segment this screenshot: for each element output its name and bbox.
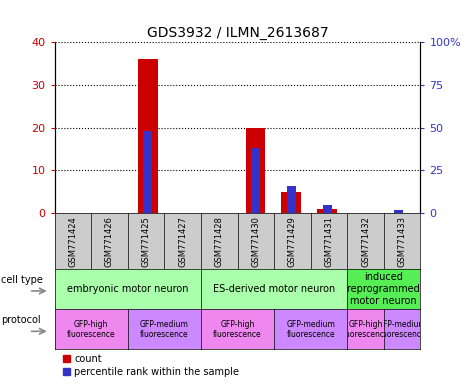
Text: GFP-high
fluorescence: GFP-high fluorescence — [213, 319, 262, 339]
Text: GSM771431: GSM771431 — [324, 216, 333, 267]
Text: GSM771427: GSM771427 — [178, 216, 187, 267]
Text: GSM771426: GSM771426 — [105, 216, 114, 267]
Text: GSM771425: GSM771425 — [142, 216, 151, 266]
Text: GSM771433: GSM771433 — [398, 216, 407, 267]
Text: embryonic motor neuron: embryonic motor neuron — [67, 284, 189, 294]
Bar — [138, 59, 158, 213]
Text: GSM771430: GSM771430 — [251, 216, 260, 267]
Bar — [394, 210, 403, 213]
Bar — [143, 131, 152, 213]
Title: GDS3932 / ILMN_2613687: GDS3932 / ILMN_2613687 — [147, 26, 328, 40]
Text: GFP-high
fluorescence: GFP-high fluorescence — [341, 319, 390, 339]
Bar — [246, 127, 266, 213]
Text: protocol: protocol — [1, 315, 41, 325]
Text: GSM771428: GSM771428 — [215, 216, 224, 267]
Text: induced
(reprogrammed)
motor neuron: induced (reprogrammed) motor neuron — [343, 272, 424, 306]
Text: GSM771424: GSM771424 — [68, 216, 77, 266]
Text: GFP-medium
fluorescence: GFP-medium fluorescence — [140, 319, 189, 339]
Text: GFP-medium
fluorescence: GFP-medium fluorescence — [286, 319, 335, 339]
Bar — [323, 205, 332, 213]
Text: GFP-medium
fluorescence: GFP-medium fluorescence — [378, 319, 427, 339]
Bar — [287, 186, 296, 213]
Bar — [251, 148, 260, 213]
Text: GSM771429: GSM771429 — [288, 216, 297, 266]
Bar — [281, 192, 301, 213]
Bar — [317, 209, 337, 213]
Text: GSM771432: GSM771432 — [361, 216, 370, 267]
Legend: count, percentile rank within the sample: count, percentile rank within the sample — [59, 351, 243, 381]
Text: cell type: cell type — [1, 275, 43, 285]
Text: ES-derived motor neuron: ES-derived motor neuron — [213, 284, 335, 294]
Text: GFP-high
fluorescence: GFP-high fluorescence — [67, 319, 115, 339]
